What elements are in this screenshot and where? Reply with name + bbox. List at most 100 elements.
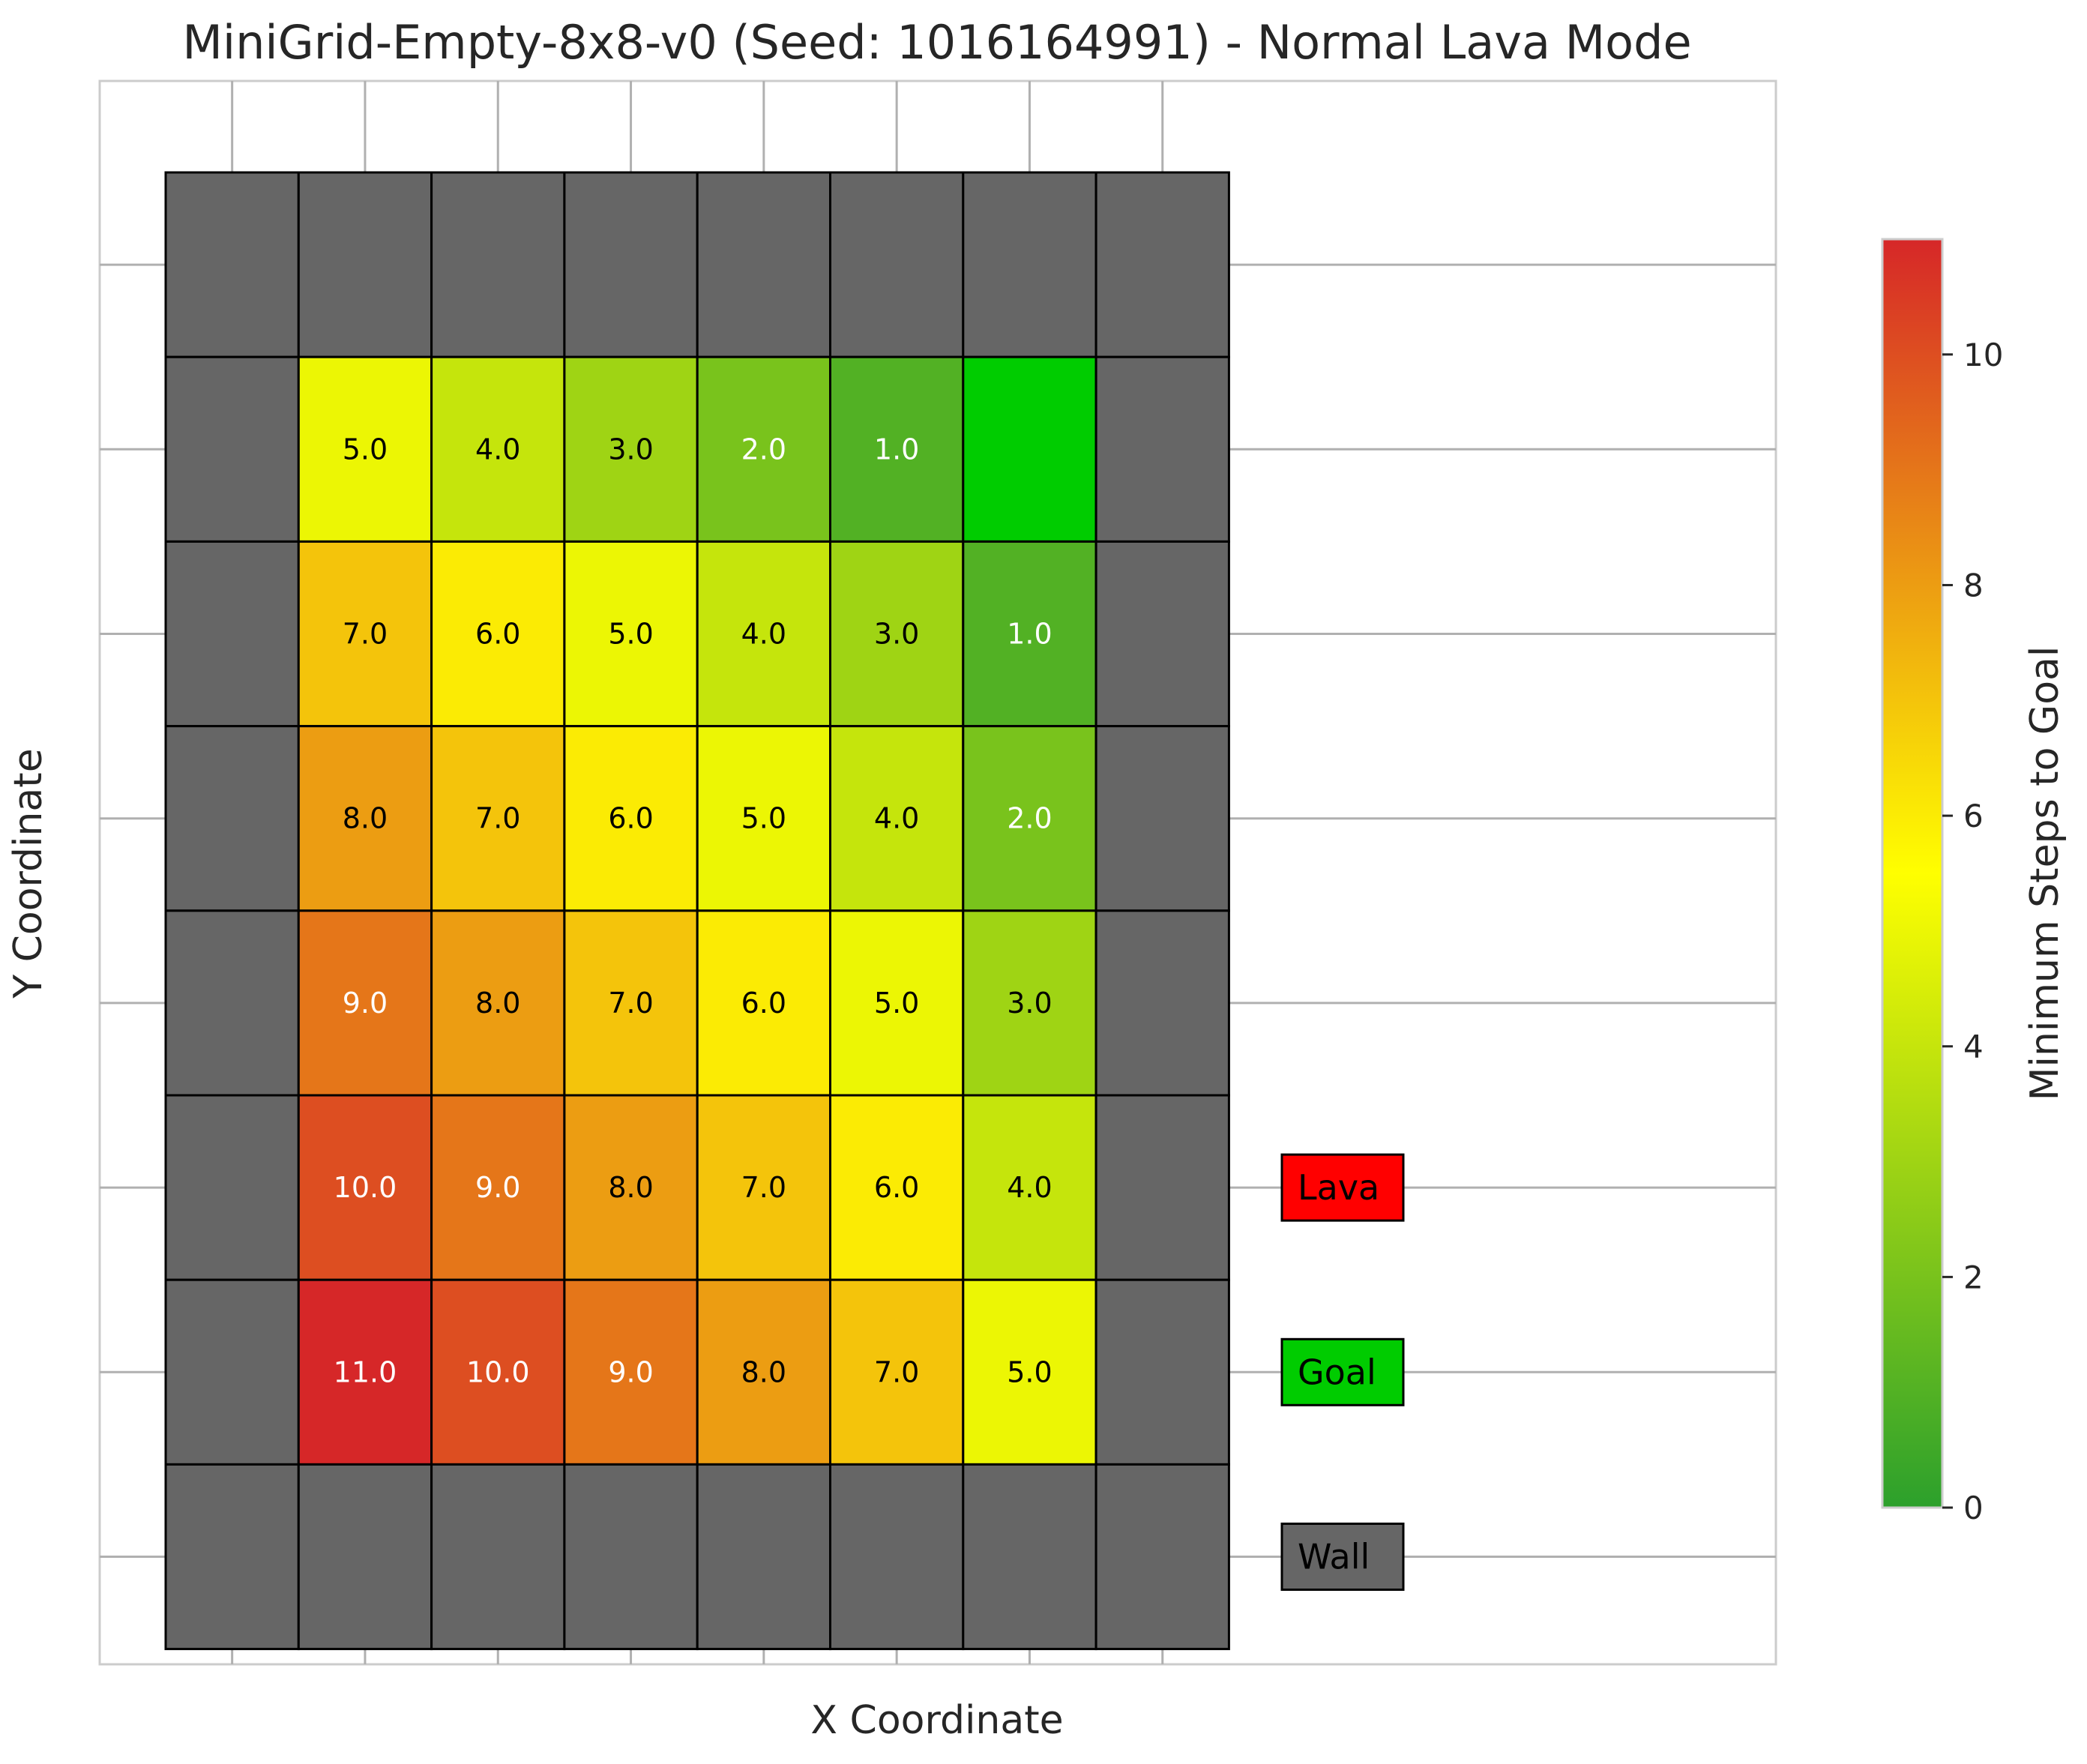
wall-cell (164, 1094, 300, 1281)
cell-value-label: 6.0 (475, 618, 520, 651)
wall-cell (1094, 909, 1230, 1097)
step-cell (829, 1094, 965, 1281)
wall-cell (829, 1463, 965, 1651)
cell-value-label: 4.0 (741, 618, 786, 651)
step-cell (563, 1094, 699, 1281)
cell-value-label: 3.0 (874, 618, 919, 651)
cell-value-label: 5.0 (874, 987, 919, 1020)
goal-cell (962, 355, 1097, 543)
legend-swatch-goal (1280, 1337, 1405, 1406)
step-cell (696, 540, 832, 728)
cell-value-label: 4.0 (874, 802, 919, 835)
step-cell (297, 540, 433, 728)
cell-value-label: 10.0 (334, 1171, 397, 1204)
heatmap-cells (164, 171, 1230, 1651)
cell-value-label: 8.0 (741, 1355, 786, 1388)
wall-cell (1094, 725, 1230, 912)
colorbar-tick-label: 10 (1963, 337, 2003, 373)
colorbar-ticks: 0 2 4 6 8 10 (1942, 337, 2003, 1526)
cell-value-label: 10.0 (466, 1355, 530, 1388)
wall-cell (430, 1463, 566, 1651)
cell-value-label: 9.0 (608, 1355, 653, 1388)
cell-value-label: 2.0 (741, 433, 786, 466)
step-cell (829, 540, 965, 728)
cell-value-label: 8.0 (343, 802, 388, 835)
colorbar-tick-label: 0 (1963, 1490, 1984, 1526)
step-cell (430, 725, 566, 912)
wall-cell (563, 1463, 699, 1651)
wall-cell (164, 909, 300, 1097)
cell-value-label: 1.0 (874, 433, 919, 466)
cell-value-label: 5.0 (741, 802, 786, 835)
cell-value-label: 6.0 (608, 802, 653, 835)
step-cell (962, 909, 1097, 1097)
wall-cell (164, 725, 300, 912)
colorbar: 0 2 4 6 8 10 Minimum Steps to Goal (1881, 238, 2068, 1526)
wall-cell (829, 171, 965, 358)
legend-swatch-lava (1280, 1153, 1405, 1222)
wall-cell (164, 1463, 300, 1651)
step-cell (297, 1278, 433, 1466)
step-cell (696, 355, 832, 543)
step-cell (696, 1094, 832, 1281)
step-cell (430, 355, 566, 543)
wall-cell (1094, 540, 1230, 728)
step-cell (962, 725, 1097, 912)
step-cell (430, 1278, 566, 1466)
cell-value-label: 6.0 (874, 1171, 919, 1204)
step-cell (696, 1278, 832, 1466)
colorbar-label: Minimum Steps to Goal (2023, 646, 2068, 1101)
cell-value-label: 7.0 (741, 1171, 786, 1204)
wall-cell (1094, 1094, 1230, 1281)
wall-cell (164, 540, 300, 728)
cell-value-label: 3.0 (1007, 987, 1052, 1020)
wall-cell (1094, 1278, 1230, 1466)
cell-value-label: 9.0 (343, 987, 388, 1020)
legend-label-goal: Goal (1298, 1352, 1376, 1392)
wall-cell (1094, 355, 1230, 543)
cell-value-label: 9.0 (475, 1171, 520, 1204)
colorbar-tick-label: 4 (1963, 1029, 1984, 1065)
step-cell (430, 540, 566, 728)
step-cell (829, 1278, 965, 1466)
wall-cell (164, 171, 300, 358)
step-cell (297, 355, 433, 543)
cell-value-label: 1.0 (1007, 618, 1052, 651)
wall-cell (297, 171, 433, 358)
cell-value-label: 11.0 (334, 1355, 397, 1388)
legend-label-lava: Lava (1298, 1167, 1379, 1208)
wall-cell (164, 355, 300, 543)
wall-cell (1094, 171, 1230, 358)
cell-value-label: 8.0 (608, 1171, 653, 1204)
colorbar-tick-label: 8 (1963, 567, 1984, 603)
cell-value-label: 7.0 (343, 618, 388, 651)
legend-label-wall: Wall (1298, 1537, 1370, 1577)
legend-swatch-wall (1280, 1523, 1405, 1591)
cell-value-label: 4.0 (475, 433, 520, 466)
legend: Lava Goal Wall (1280, 1153, 1405, 1591)
cell-value-label: 4.0 (1007, 1171, 1052, 1204)
cell-value-label: 5.0 (608, 618, 653, 651)
step-cell (829, 909, 965, 1097)
wall-cell (962, 1463, 1097, 1651)
cell-value-label: 6.0 (741, 987, 786, 1020)
chart-title: MiniGrid-Empty-8x8-v0 (Seed: 1016164991)… (182, 15, 1691, 70)
cell-value-label: 5.0 (1007, 1355, 1052, 1388)
cell-value-label: 7.0 (608, 987, 653, 1020)
step-cell (430, 909, 566, 1097)
cell-value-label: 5.0 (343, 433, 388, 466)
heatmap-cell-labels: 5.0 4.0 3.0 2.0 1.0 7.0 6.0 5.0 4.0 3.0 1.0 8.0 7.0 6… (334, 433, 1052, 1388)
colorbar-tick-label: 2 (1963, 1259, 1984, 1295)
step-cell (563, 909, 699, 1097)
wall-cell (164, 1278, 300, 1466)
wall-cell (297, 1463, 433, 1651)
wall-cell (1094, 1463, 1230, 1651)
step-cell (563, 725, 699, 912)
cell-value-label: 3.0 (608, 433, 653, 466)
wall-cell (696, 1463, 832, 1651)
step-cell (563, 540, 699, 728)
cell-value-label: 8.0 (475, 987, 520, 1020)
wall-cell (430, 171, 566, 358)
y-axis-label: Y Coordinate (6, 748, 51, 999)
